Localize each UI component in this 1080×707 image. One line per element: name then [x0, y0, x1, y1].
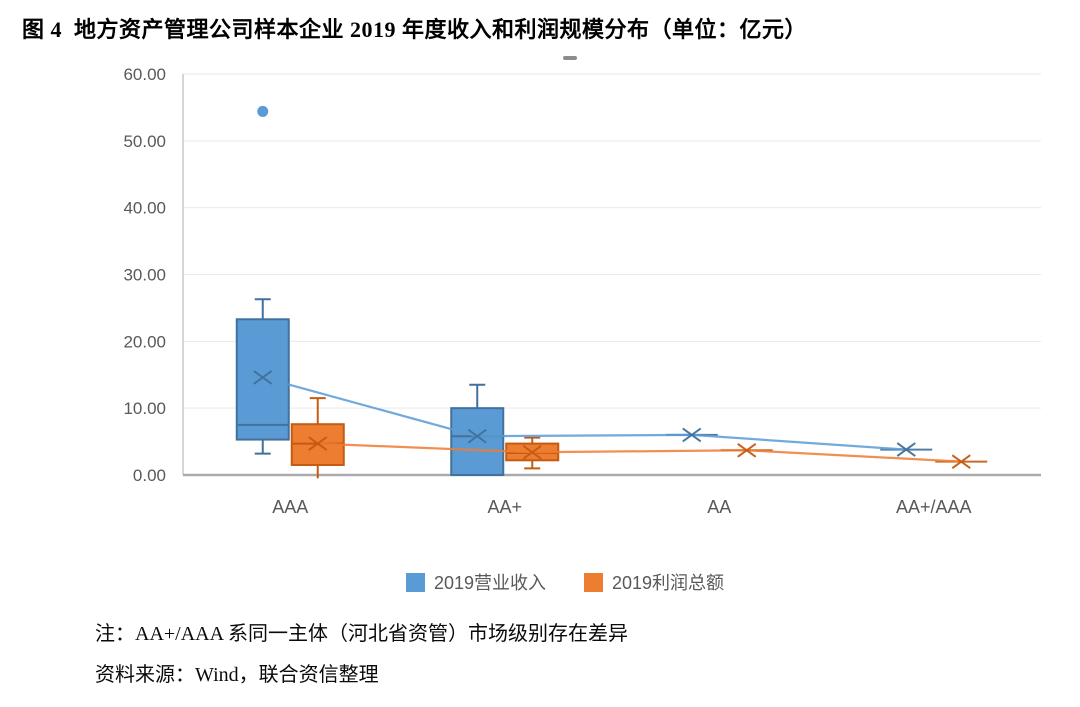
note-text: 注：AA+/AAA 系同一主体（河北省资管）市场级别存在差异: [95, 623, 628, 645]
outlier-dot: [257, 105, 269, 117]
y-tick-label: 30.00: [123, 266, 166, 285]
legend-label-profit: 2019利润总额: [612, 573, 725, 593]
chart-artifact-dash: [563, 56, 577, 60]
y-tick-label: 10.00: [123, 399, 166, 418]
y-tick-label: 0.00: [133, 466, 166, 485]
figure-title: 图 4 地方资产管理公司样本企业 2019 年度收入和利润规模分布（单位：亿元）: [22, 17, 808, 42]
mean-marker: [522, 444, 542, 460]
chart-legend: 2019营业收入 2019利润总额: [90, 569, 1040, 595]
mean-marker: [253, 370, 273, 385]
y-tick-label: 50.00: [123, 132, 166, 151]
mean-line: [262, 376, 907, 451]
category-label: AA+: [487, 497, 522, 517]
mean-line: [317, 442, 962, 463]
mean-marker: [737, 442, 757, 458]
mean-marker: [951, 454, 971, 469]
source-text: 资料来源：Wind，联合资信整理: [95, 664, 379, 686]
y-tick-label: 20.00: [123, 332, 166, 351]
mean-marker: [308, 436, 328, 451]
box: [450, 407, 505, 476]
legend-item-profit: 2019利润总额: [584, 569, 724, 595]
figure-notes: 注：AA+/AAA 系同一主体（河北省资管）市场级别存在差异 资料来源：Wind…: [95, 617, 628, 699]
profit-swatch-icon: [584, 572, 603, 592]
category-label: AAA: [272, 497, 308, 517]
legend-item-revenue: 2019营业收入: [405, 569, 546, 595]
y-tick-label: 40.00: [123, 199, 166, 218]
mean-marker: [467, 428, 487, 444]
box: [235, 318, 290, 441]
y-tick-label: 60.00: [123, 65, 166, 84]
category-label: AA: [707, 497, 731, 517]
mean-marker: [896, 442, 916, 457]
legend-label-revenue: 2019营业收入: [433, 573, 546, 593]
boxplot-chart: 0.00 10.00 20.00 30.00 40.00 50.00 60.00 AAA AA+…: [123, 65, 1041, 517]
category-label: AA+/AAA: [896, 497, 972, 517]
mean-marker: [682, 427, 702, 443]
revenue-swatch-icon: [405, 572, 425, 592]
